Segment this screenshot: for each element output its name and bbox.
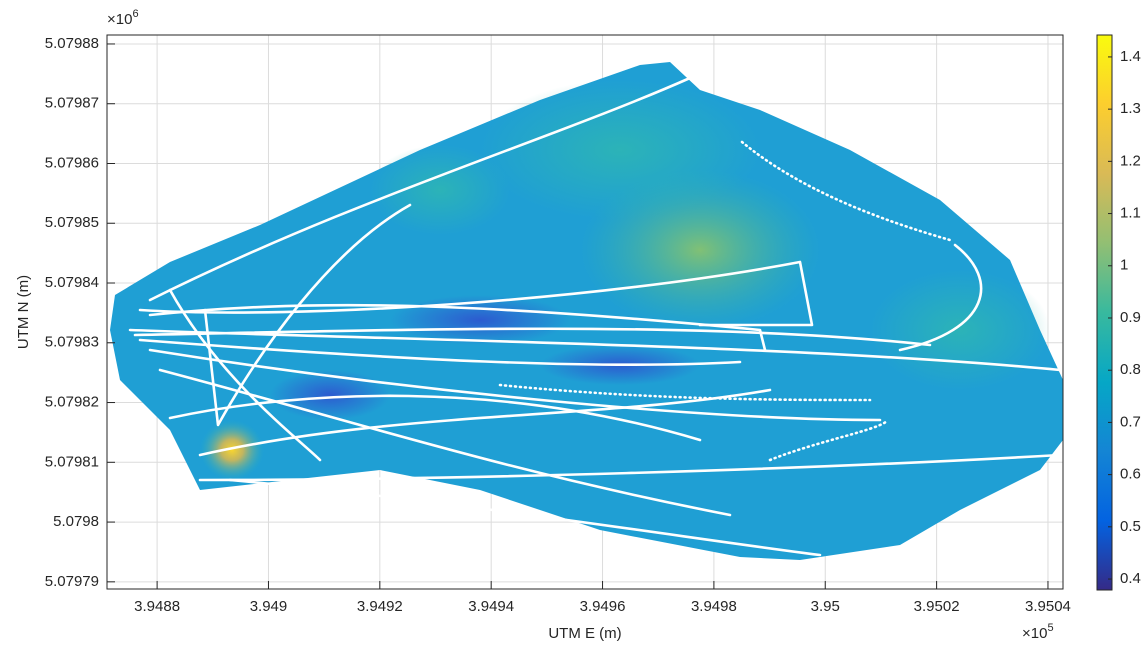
track [128, 328, 1062, 372]
y-tick-label: 5.0798 [53, 513, 99, 530]
track [138, 260, 814, 327]
track [228, 478, 822, 557]
y-tick-label: 5.07983 [45, 334, 99, 351]
x-axis-label: UTM E (m) [548, 625, 621, 642]
track [138, 338, 742, 367]
colorbar-tick-label: 0.4 [1120, 570, 1141, 587]
x-tick-label: 3.9498 [691, 598, 737, 615]
track [148, 348, 882, 422]
colorbar-tick-label: 0.8 [1120, 361, 1141, 378]
interpolated-surface [110, 62, 1063, 560]
surface [110, 62, 1063, 560]
track [898, 243, 983, 352]
colorbar-tick-label: 0.5 [1120, 518, 1141, 535]
multiplier-power: 6 [132, 8, 138, 20]
x-tick-label: 3.9502 [914, 598, 960, 615]
colorbar-tick-label: 0.6 [1120, 466, 1141, 483]
multiplier-power: 5 [1047, 622, 1053, 634]
x-tick-label: 3.9496 [580, 598, 626, 615]
y-tick-label: 5.07984 [45, 274, 99, 291]
colorbar-tick-label: 1 [1120, 257, 1128, 274]
surface-high [870, 270, 1050, 390]
track [198, 388, 772, 457]
colorbar-tick-label: 1.1 [1120, 205, 1141, 222]
track [148, 303, 767, 352]
x-tick-label: 3.9494 [468, 598, 514, 615]
colorbar-tick-label: 0.7 [1120, 413, 1141, 430]
x-tick-label: 3.9492 [357, 598, 403, 615]
colorbar-tick-label: 1.4 [1120, 48, 1141, 65]
track [168, 288, 322, 462]
track [198, 453, 1062, 482]
surface-high [370, 145, 510, 235]
x-tick-label: 3.95 [811, 598, 840, 615]
track [133, 327, 932, 347]
surface-high [480, 80, 760, 220]
colorbar-tick-label: 1.2 [1120, 152, 1141, 169]
axes-box [106, 34, 1064, 590]
x-tick-label: 3.9504 [1025, 598, 1071, 615]
tracks [128, 76, 1062, 557]
y-tick-label: 5.07987 [45, 95, 99, 112]
y-tick-label: 5.07986 [45, 154, 99, 171]
y-tick-label: 5.07982 [45, 394, 99, 411]
y-tick-label: 5.07985 [45, 214, 99, 231]
y-tick-label: 5.07981 [45, 453, 99, 470]
y-tick-label: 5.07988 [45, 35, 99, 52]
track [148, 76, 692, 302]
track [740, 140, 952, 242]
x-tick-label: 3.9488 [134, 598, 180, 615]
colorbar [1096, 34, 1113, 591]
track [768, 418, 890, 462]
y-axis-label: UTM N (m) [15, 275, 32, 349]
y-tick-label: 5.07979 [45, 573, 99, 590]
x-multiplier: ×105 [1022, 622, 1054, 642]
colorbar-tick-label: 1.3 [1120, 100, 1141, 117]
surface-peak [200, 420, 264, 480]
colorbar-tick-label: 0.9 [1120, 309, 1141, 326]
track [168, 394, 702, 442]
multiplier-base: ×10 [107, 11, 132, 28]
multiplier-base: ×10 [1022, 625, 1047, 642]
track [203, 203, 412, 427]
y-multiplier: ×106 [107, 8, 139, 28]
track [498, 383, 872, 402]
x-tick-label: 3.949 [250, 598, 288, 615]
